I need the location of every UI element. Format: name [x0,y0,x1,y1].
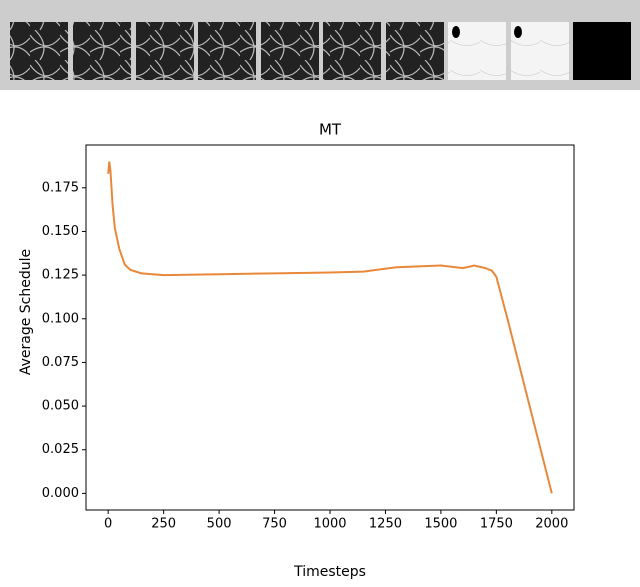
x-tick-label: 750 [262,517,287,532]
x-tick-label: 0 [104,517,112,532]
x-tick-label: 250 [151,517,176,532]
plot-frame [85,144,575,511]
x-tick-label: 2000 [535,517,568,532]
y-tick-label: 0.025 [42,442,79,457]
y-tick-label: 0.150 [42,224,79,239]
y-tick-label: 0.075 [42,355,79,370]
y-tick-label: 0.125 [42,268,79,283]
chart-title: MT [319,121,342,139]
x-tick-label: 1750 [480,517,513,532]
thumbnail-strip [0,0,640,90]
x-axis-label: Timesteps [293,564,366,580]
x-tick-label: 1500 [424,517,457,532]
y-tick-label: 0.000 [42,486,79,501]
y-tick-label: 0.175 [42,180,79,195]
y-axis-label: Average Schedule [18,249,34,375]
y-tick-label: 0.100 [42,311,79,326]
line-series [107,161,553,494]
x-tick-label: 1000 [313,517,346,532]
y-tick-label: 0.050 [42,399,79,414]
x-tick-label: 1250 [369,517,402,532]
x-tick-label: 500 [207,517,232,532]
